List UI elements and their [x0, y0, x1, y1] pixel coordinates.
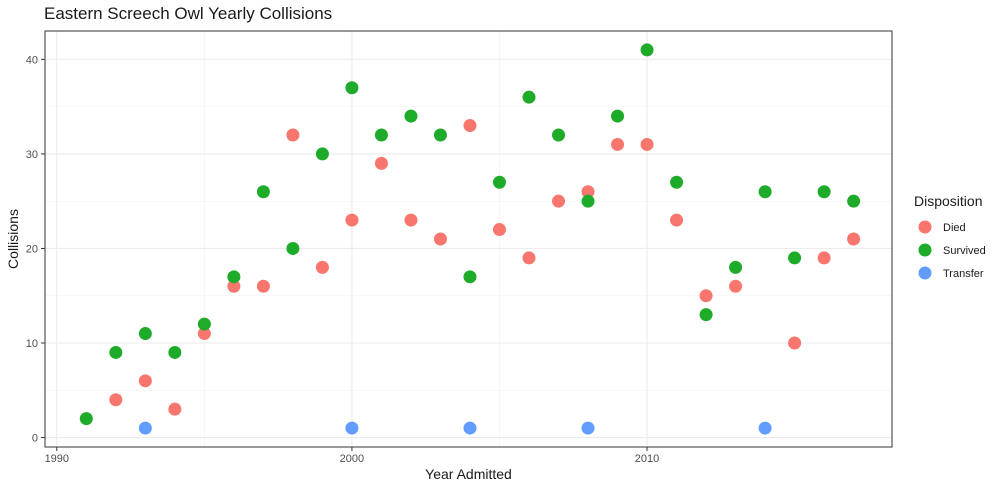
point-survived — [729, 260, 743, 274]
point-died — [227, 279, 241, 293]
legend-label-transfer: Transfer — [943, 268, 984, 280]
point-died — [817, 251, 831, 265]
point-survived — [522, 90, 536, 104]
point-survived — [611, 109, 625, 123]
point-transfer — [463, 421, 477, 435]
x-tick-label: 2000 — [340, 453, 364, 465]
point-survived — [197, 317, 211, 331]
y-tick-label: 30 — [26, 149, 38, 161]
point-transfer — [345, 421, 359, 435]
point-survived — [138, 327, 152, 341]
point-survived — [79, 412, 93, 426]
point-survived — [345, 81, 359, 95]
point-survived — [463, 270, 477, 284]
point-died — [699, 289, 713, 303]
point-survived — [256, 185, 270, 199]
point-transfer — [758, 421, 772, 435]
point-survived — [227, 270, 241, 284]
point-died — [374, 156, 388, 170]
y-tick-label: 0 — [32, 433, 38, 445]
point-died — [345, 213, 359, 227]
point-survived — [670, 175, 684, 189]
point-survived — [788, 251, 802, 265]
point-died — [670, 213, 684, 227]
point-died — [522, 251, 536, 265]
legend-label-survived: Survived — [943, 245, 986, 257]
point-survived — [847, 194, 861, 208]
point-died — [197, 327, 211, 341]
point-died — [433, 232, 447, 246]
point-transfer — [581, 421, 595, 435]
point-died — [256, 279, 270, 293]
y-tick-label: 10 — [26, 338, 38, 350]
point-survived — [581, 194, 595, 208]
point-transfer — [138, 421, 152, 435]
point-died — [611, 137, 625, 151]
y-axis-title: Collisions — [5, 209, 21, 269]
point-died — [286, 128, 300, 142]
point-died — [788, 336, 802, 350]
point-died — [109, 393, 123, 407]
y-tick-label: 20 — [26, 243, 38, 255]
y-tick-label: 40 — [26, 54, 38, 66]
legend-label-died: Died — [943, 222, 966, 234]
x-axis-title: Year Admitted — [425, 466, 512, 482]
point-died — [640, 137, 654, 151]
point-died — [552, 194, 566, 208]
point-died — [729, 279, 743, 293]
point-survived — [315, 147, 329, 161]
point-died — [581, 185, 595, 199]
point-died — [492, 223, 506, 237]
legend-title: Disposition — [914, 193, 982, 209]
point-survived — [699, 308, 713, 322]
point-survived — [817, 185, 831, 199]
legend-key-died — [918, 220, 932, 234]
point-died — [847, 232, 861, 246]
point-survived — [286, 241, 300, 255]
point-died — [463, 119, 477, 133]
point-survived — [758, 185, 772, 199]
point-survived — [552, 128, 566, 142]
point-survived — [492, 175, 506, 189]
point-died — [168, 402, 182, 416]
point-died — [404, 213, 418, 227]
panel-border — [44, 30, 893, 448]
x-tick-label: 2010 — [635, 453, 659, 465]
point-survived — [168, 345, 182, 359]
point-survived — [433, 128, 447, 142]
point-died — [315, 260, 329, 274]
point-survived — [404, 109, 418, 123]
point-survived — [640, 43, 654, 57]
point-survived — [374, 128, 388, 142]
chart-title: Eastern Screech Owl Yearly Collisions — [44, 4, 333, 23]
point-died — [138, 374, 152, 388]
legend-key-survived — [918, 243, 932, 257]
x-tick-label: 1990 — [45, 453, 69, 465]
point-survived — [109, 345, 123, 359]
legend-key-transfer — [918, 266, 932, 280]
